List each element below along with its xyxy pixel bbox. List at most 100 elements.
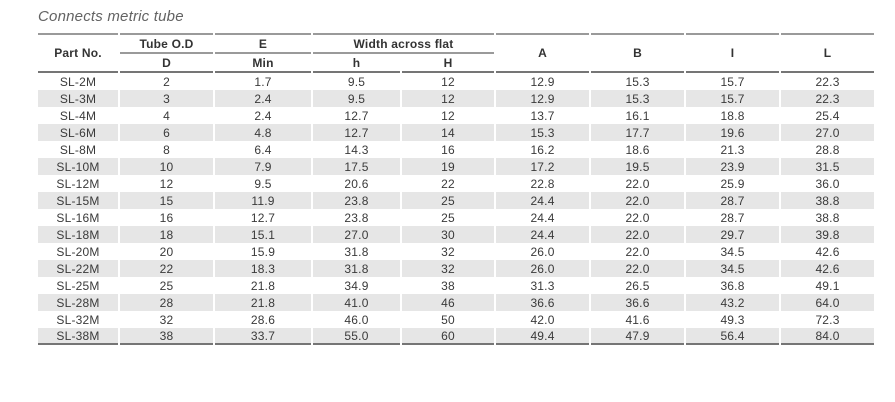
header-b: B xyxy=(591,33,685,73)
value-cell: 26.0 xyxy=(496,243,590,260)
part-no-cell: SL-6M xyxy=(38,124,118,141)
value-cell: 38 xyxy=(402,277,495,294)
table-row: SL-10M 10 7.9 17.5 19 17.2 19.5 23.9 31.5 xyxy=(38,158,875,175)
value-cell: 22 xyxy=(120,260,213,277)
value-cell: 26.0 xyxy=(496,260,590,277)
part-no-cell: SL-16M xyxy=(38,209,118,226)
value-cell: 42.6 xyxy=(781,243,875,260)
table-row: SL-8M 8 6.4 14.3 16 16.2 18.6 21.3 28.8 xyxy=(38,141,875,158)
part-no-cell: SL-38M xyxy=(38,328,118,345)
value-cell: 15.9 xyxy=(215,243,311,260)
value-cell: 18.6 xyxy=(591,141,685,158)
value-cell: 26.5 xyxy=(591,277,685,294)
value-cell: 19.6 xyxy=(686,124,780,141)
value-cell: 15.7 xyxy=(686,90,780,107)
value-cell: 23.8 xyxy=(313,192,400,209)
part-no-cell: SL-10M xyxy=(38,158,118,175)
value-cell: 12 xyxy=(120,175,213,192)
specs-table: Part No. Tube O.D E Width across flat A … xyxy=(36,33,876,345)
header-e: E xyxy=(215,33,311,54)
catalog-page: Connects metric tube Part No. Tube O.D E… xyxy=(36,8,876,345)
value-cell: 22.0 xyxy=(591,192,685,209)
value-cell: 25.9 xyxy=(686,175,780,192)
value-cell: 15.3 xyxy=(591,90,685,107)
header-group-row: Part No. Tube O.D E Width across flat A … xyxy=(38,33,875,73)
value-cell: 21.3 xyxy=(686,141,780,158)
value-cell: 1.7 xyxy=(215,73,311,90)
table-row: SL-20M 20 15.9 31.8 32 26.0 22.0 34.5 42.6 xyxy=(38,243,875,260)
part-no-cell: SL-20M xyxy=(38,243,118,260)
value-cell: 28.8 xyxy=(781,141,875,158)
value-cell: 38.8 xyxy=(781,209,875,226)
part-no-cell: SL-28M xyxy=(38,294,118,311)
value-cell: 24.4 xyxy=(496,209,590,226)
value-cell: 22.3 xyxy=(781,73,875,90)
value-cell: 22.0 xyxy=(591,209,685,226)
value-cell: 14.3 xyxy=(313,141,400,158)
header-h-capital: H xyxy=(402,54,495,73)
value-cell: 72.3 xyxy=(781,311,875,328)
value-cell: 18.8 xyxy=(686,107,780,124)
table-row: SL-22M 22 18.3 31.8 32 26.0 22.0 34.5 42.6 xyxy=(38,260,875,277)
value-cell: 43.2 xyxy=(686,294,780,311)
header-part-no: Part No. xyxy=(38,33,118,73)
value-cell: 34.9 xyxy=(313,277,400,294)
value-cell: 2.4 xyxy=(215,90,311,107)
table-row: SL-18M 18 15.1 27.0 30 24.4 22.0 29.7 39.8 xyxy=(38,226,875,243)
value-cell: 7.9 xyxy=(215,158,311,175)
header-width-across-flat: Width across flat xyxy=(313,33,495,54)
part-no-cell: SL-2M xyxy=(38,73,118,90)
value-cell: 56.4 xyxy=(686,328,780,345)
table-header: Part No. Tube O.D E Width across flat A … xyxy=(38,33,875,73)
value-cell: 41.6 xyxy=(591,311,685,328)
value-cell: 18.3 xyxy=(215,260,311,277)
value-cell: 36.6 xyxy=(591,294,685,311)
value-cell: 12.9 xyxy=(496,90,590,107)
value-cell: 31.8 xyxy=(313,260,400,277)
value-cell: 49.1 xyxy=(781,277,875,294)
header-h-small: h xyxy=(313,54,400,73)
value-cell: 28.7 xyxy=(686,209,780,226)
table-row: SL-38M 38 33.7 55.0 60 49.4 47.9 56.4 84.0 xyxy=(38,328,875,345)
value-cell: 15.3 xyxy=(591,73,685,90)
table-row: SL-28M 28 21.8 41.0 46 36.6 36.6 43.2 64.0 xyxy=(38,294,875,311)
value-cell: 3 xyxy=(120,90,213,107)
value-cell: 46.0 xyxy=(313,311,400,328)
part-no-cell: SL-18M xyxy=(38,226,118,243)
part-no-cell: SL-15M xyxy=(38,192,118,209)
value-cell: 55.0 xyxy=(313,328,400,345)
value-cell: 64.0 xyxy=(781,294,875,311)
value-cell: 28.6 xyxy=(215,311,311,328)
value-cell: 9.5 xyxy=(313,73,400,90)
table-row: SL-3M 3 2.4 9.5 12 12.9 15.3 15.7 22.3 xyxy=(38,90,875,107)
value-cell: 46 xyxy=(402,294,495,311)
header-min: Min xyxy=(215,54,311,73)
value-cell: 16.2 xyxy=(496,141,590,158)
value-cell: 84.0 xyxy=(781,328,875,345)
value-cell: 20 xyxy=(120,243,213,260)
part-no-cell: SL-3M xyxy=(38,90,118,107)
table-row: SL-25M 25 21.8 34.9 38 31.3 26.5 36.8 49.1 xyxy=(38,277,875,294)
part-no-cell: SL-25M xyxy=(38,277,118,294)
value-cell: 24.4 xyxy=(496,226,590,243)
value-cell: 21.8 xyxy=(215,294,311,311)
page-title: Connects metric tube xyxy=(38,8,184,25)
value-cell: 25 xyxy=(402,209,495,226)
value-cell: 23.8 xyxy=(313,209,400,226)
header-tube-od: Tube O.D xyxy=(120,33,213,54)
value-cell: 9.5 xyxy=(313,90,400,107)
value-cell: 33.7 xyxy=(215,328,311,345)
table-row: SL-15M 15 11.9 23.8 25 24.4 22.0 28.7 38.8 xyxy=(38,192,875,209)
table-row: SL-4M 4 2.4 12.7 12 13.7 16.1 18.8 25.4 xyxy=(38,107,875,124)
value-cell: 9.5 xyxy=(215,175,311,192)
value-cell: 34.5 xyxy=(686,260,780,277)
value-cell: 15.7 xyxy=(686,73,780,90)
value-cell: 27.0 xyxy=(781,124,875,141)
value-cell: 12.7 xyxy=(313,124,400,141)
value-cell: 32 xyxy=(402,243,495,260)
value-cell: 15.1 xyxy=(215,226,311,243)
header-a: A xyxy=(496,33,590,73)
value-cell: 12.7 xyxy=(215,209,311,226)
value-cell: 36.6 xyxy=(496,294,590,311)
table-body: SL-2M 2 1.7 9.5 12 12.9 15.3 15.7 22.3 SL-3M 3 2.4 9… xyxy=(38,73,875,345)
